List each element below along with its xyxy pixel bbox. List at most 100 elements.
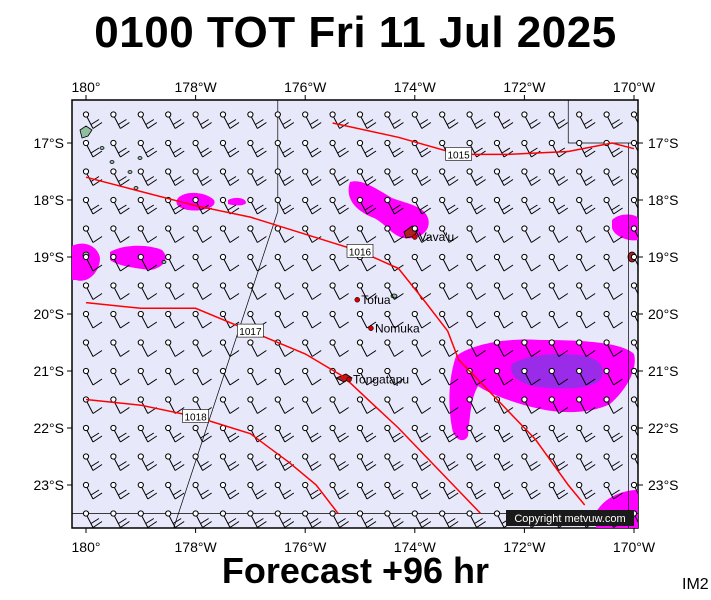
wind-barb xyxy=(630,139,638,153)
wind-barb xyxy=(493,225,514,243)
wind-barb xyxy=(165,424,185,443)
wind-barb xyxy=(137,111,158,129)
image-id-label: IM2 xyxy=(682,576,709,593)
wind-barb xyxy=(493,481,514,500)
lon-label-top-4: 172°W xyxy=(503,79,546,95)
wind-barb xyxy=(576,310,596,329)
isobar-1015 xyxy=(332,122,635,156)
wind-barb xyxy=(630,282,638,295)
wind-barb xyxy=(110,253,130,272)
wind-barb xyxy=(466,510,486,528)
wind-barb xyxy=(165,282,185,300)
wind-barb xyxy=(219,396,240,414)
wind-barb xyxy=(603,168,623,186)
wind-barb xyxy=(302,139,322,158)
wind-barb xyxy=(466,111,486,129)
wind-barb xyxy=(302,253,322,272)
wind-barb xyxy=(192,367,212,386)
wind-barb xyxy=(411,168,432,186)
wind-barb xyxy=(439,396,459,414)
wind-barb xyxy=(603,111,623,129)
wind-barb xyxy=(411,396,432,414)
wind-barb xyxy=(247,510,267,528)
wind-barb xyxy=(329,453,349,471)
wind-barb xyxy=(439,481,459,500)
wind-barb xyxy=(493,367,514,386)
wind-barb xyxy=(219,339,240,357)
wind-barb xyxy=(274,168,295,186)
place-dot xyxy=(354,297,361,303)
wind-barb xyxy=(466,253,486,272)
wind-barb xyxy=(247,168,267,186)
wind-barb xyxy=(548,168,569,186)
wind-barb xyxy=(110,225,130,243)
wind-barb xyxy=(329,424,349,443)
wind-barb xyxy=(302,367,322,386)
wind-barb xyxy=(356,481,377,500)
wind-barb xyxy=(493,424,514,443)
wind-barb xyxy=(274,310,295,329)
lon-label-bottom-0: 180° xyxy=(72,539,101,555)
wind-barb xyxy=(384,225,404,243)
wind-barb xyxy=(603,196,623,215)
wind-barb xyxy=(384,481,404,500)
wind-barb xyxy=(603,310,623,329)
wind-barb xyxy=(110,196,130,215)
lat-label-right-1: 18°S xyxy=(648,192,679,208)
island-small-f xyxy=(161,260,167,264)
lat-label-right-4: 21°S xyxy=(648,363,679,379)
wind-barb xyxy=(192,253,212,272)
rain-area-west xyxy=(110,245,166,270)
lat-label-left-1: 18°S xyxy=(33,192,64,208)
wind-barb xyxy=(247,396,267,414)
wind-barb xyxy=(137,339,158,357)
wind-barb xyxy=(493,111,514,129)
wind-barb xyxy=(137,253,158,272)
wind-barb xyxy=(137,424,158,443)
wind-barb xyxy=(411,510,432,528)
wind-barb xyxy=(630,225,638,238)
place-label-2: Nomuka xyxy=(375,321,420,335)
wind-barb xyxy=(603,282,623,300)
wind-barb xyxy=(576,481,596,500)
wind-barb xyxy=(110,510,130,528)
wind-barb xyxy=(411,424,432,443)
wind-barb xyxy=(603,396,623,414)
wind-barb xyxy=(192,139,212,158)
wind-barb xyxy=(302,510,322,528)
wind-barb xyxy=(165,453,185,471)
wind-barb xyxy=(219,139,240,158)
wind-barb xyxy=(576,396,596,414)
wind-barb xyxy=(384,424,404,443)
wind-barb xyxy=(384,310,404,329)
wind-barb xyxy=(219,225,240,243)
wind-barb xyxy=(82,339,103,357)
wind-barb xyxy=(302,310,322,329)
wind-barb xyxy=(356,396,377,414)
wind-barb xyxy=(110,168,130,186)
wind-barb xyxy=(603,367,623,386)
wind-barb xyxy=(165,510,185,528)
wind-barb xyxy=(521,339,541,357)
wind-barb xyxy=(274,139,295,158)
wind-barb xyxy=(384,453,404,471)
wind-barb xyxy=(192,310,212,329)
wind-barb xyxy=(603,225,623,243)
wind-barb xyxy=(603,424,623,443)
wind-barb xyxy=(521,253,541,272)
wind-barb xyxy=(466,424,486,443)
wind-barb xyxy=(603,481,623,500)
wind-barb xyxy=(630,253,638,267)
wind-barb xyxy=(466,310,486,329)
forecast-label: Forecast +96 hr xyxy=(221,550,490,591)
wind-barb xyxy=(466,196,486,215)
wind-barb xyxy=(384,196,404,215)
wind-barb xyxy=(82,310,103,329)
wind-barb xyxy=(411,453,432,471)
lon-label-top-3: 174°W xyxy=(394,79,437,95)
wind-barb xyxy=(576,168,596,186)
wind-barb xyxy=(630,196,638,210)
wind-barb xyxy=(493,196,514,215)
wind-barb xyxy=(302,481,322,500)
map-title: 0100 TOT Fri 11 Jul 2025 xyxy=(94,8,617,57)
